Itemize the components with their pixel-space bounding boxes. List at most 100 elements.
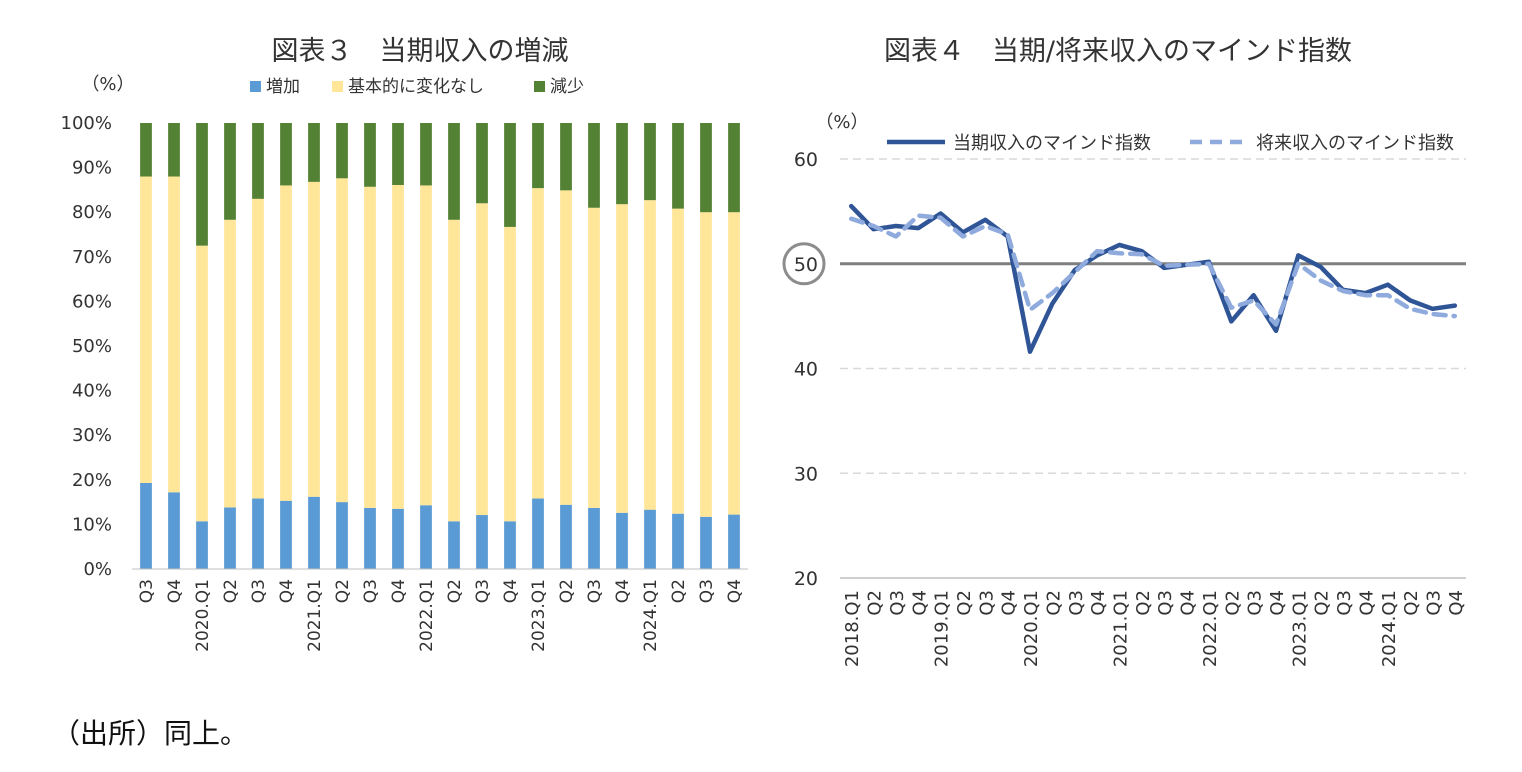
chart1-x-tick-label: Q2 — [557, 579, 577, 603]
chart2-x-tick-label: Q4 — [909, 590, 930, 616]
chart2-reference-circle — [782, 242, 826, 286]
chart1-bar-segment — [728, 514, 740, 569]
chart1-bar-segment — [364, 507, 376, 569]
chart2-x-tick-label: Q4 — [1267, 590, 1288, 616]
chart1-legend-swatch — [250, 81, 261, 92]
chart1-title: 図表３ 当期収入の増減 — [272, 36, 569, 67]
chart1-bar-segment — [336, 502, 348, 569]
chart2-x-tick-label: Q3 — [887, 590, 908, 616]
chart2-x-tick-label: 2019.Q1 — [932, 590, 953, 667]
chart2-x-tick-label: Q2 — [1401, 590, 1422, 616]
chart1-bar-segment — [308, 181, 320, 497]
chart2-title: 図表４ 当期/将来収入のマインド指数 — [884, 36, 1352, 67]
chart1-x-tick-label: Q4 — [501, 579, 521, 603]
chart1-bar-segment — [252, 198, 264, 499]
chart1-legend-label: 基本的に変化なし — [348, 77, 484, 97]
chart1-bar-segment — [616, 123, 628, 205]
chart2-x-tick-label: 2024.Q1 — [1379, 590, 1400, 667]
chart1-bar-segment — [168, 492, 180, 569]
chart2-x-tick-label: Q4 — [999, 590, 1020, 616]
chart1-bar-segment — [392, 123, 404, 185]
chart1-bar-segment — [420, 505, 432, 569]
chart1-x-tick-label: 2023.Q1 — [529, 579, 549, 652]
source-note: （出所）同上。 — [52, 717, 249, 750]
chart1-bar-segment — [280, 500, 292, 569]
chart1-bar-segment — [504, 123, 516, 227]
chart2-x-tick-label: Q3 — [1423, 590, 1444, 616]
chart1-y-tick-label: 70% — [72, 247, 112, 268]
chart1-bar-segment — [196, 245, 208, 522]
chart2-x-tick-label: Q2 — [1133, 590, 1154, 616]
chart1-x-tick-label: Q3 — [697, 579, 717, 603]
chart1-y-tick-label: 50% — [72, 336, 112, 357]
chart1-x-tick-label: Q2 — [445, 579, 465, 603]
chart2-x-tick-label: Q3 — [1334, 590, 1355, 616]
chart1-y-tick-label: 10% — [72, 514, 112, 535]
chart1-bar-segment — [224, 123, 236, 220]
chart1-y-tick-label: 100% — [61, 113, 112, 134]
chart1-x-tick-label: Q4 — [277, 579, 297, 603]
chart2-x-tick-label: Q2 — [1312, 590, 1333, 616]
chart1-bar-segment — [364, 186, 376, 508]
chart1-bar-segment — [140, 482, 152, 569]
chart1-bar-segment — [140, 176, 152, 483]
chart2-x-tick-label: Q3 — [976, 590, 997, 616]
chart1-bar-segment — [588, 507, 600, 569]
chart1-bar-segment — [728, 212, 740, 515]
chart2-y-tick-label: 60 — [794, 149, 818, 171]
chart1-bar-segment — [560, 123, 572, 191]
chart1-x-tick-label: 2020.Q1 — [193, 579, 213, 652]
chart1-bar-segment — [448, 219, 460, 522]
chart1-bar-segment — [672, 123, 684, 209]
chart1-y-tick-label: 0% — [83, 559, 112, 580]
chart1-x-tick-label: Q3 — [585, 579, 605, 603]
chart1-legend-swatch — [534, 81, 545, 92]
chart2-x-tick-label: Q4 — [1356, 590, 1377, 616]
chart1-y-tick-label: 30% — [72, 425, 112, 446]
chart1-bar-segment — [420, 123, 432, 186]
chart1-x-tick-label: Q2 — [333, 579, 353, 603]
chart2-x-tick-label: 2023.Q1 — [1289, 590, 1310, 667]
chart2-x-tick-label: 2020.Q1 — [1021, 590, 1042, 667]
chart1-y-tick-label: 20% — [72, 470, 112, 491]
chart1-bar-segment — [224, 507, 236, 569]
chart2-x-tick-label: Q4 — [1088, 590, 1109, 616]
chart1-bar-segment — [532, 498, 544, 569]
chart1-y-tick-label: 40% — [72, 381, 112, 402]
chart1-bar-segment — [140, 123, 152, 177]
chart1-bar-segment — [336, 123, 348, 179]
chart1-bar-segment — [672, 513, 684, 569]
chart2-y-tick-label: 20 — [794, 568, 818, 590]
chart1-bar-segment — [560, 504, 572, 569]
chart1-bar-segment — [196, 123, 208, 246]
chart1-x-tick-label: Q3 — [361, 579, 381, 603]
chart1-legend-swatch — [332, 81, 343, 92]
chart1-bar-segment — [560, 190, 572, 505]
chart2-x-tick-label: Q2 — [865, 590, 886, 616]
chart1-bar-segment — [616, 512, 628, 569]
chart1-bar-segment — [392, 508, 404, 569]
chart1-x-tick-label: 2024.Q1 — [641, 579, 661, 652]
chart1-bar-segment — [196, 521, 208, 569]
chart1-bar-segment — [616, 204, 628, 513]
chart1-bar-segment — [588, 207, 600, 508]
chart1-unit-label: （%） — [81, 74, 134, 95]
chart1-bar-segment — [476, 203, 488, 516]
chart2-series-line-current — [848, 203, 1458, 354]
chart1-bar-segment — [448, 123, 460, 220]
chart2-series-line-future — [848, 213, 1458, 327]
chart1-bar-segment — [168, 123, 180, 177]
chart1-x-tick-label: Q2 — [669, 579, 689, 603]
chart1-x-tick-label: Q4 — [613, 579, 633, 603]
chart1-bar-segment — [700, 516, 712, 569]
chart1-bar-segment — [448, 521, 460, 569]
chart2-x-tick-label: Q4 — [1178, 590, 1199, 616]
chart1-bar-segment — [504, 226, 516, 522]
chart1-bar-segment — [476, 515, 488, 569]
chart1-bar-segment — [588, 123, 600, 208]
chart1-x-tick-label: Q3 — [249, 579, 269, 603]
chart1-x-tick-label: 2021.Q1 — [305, 579, 325, 652]
chart2-x-tick-label: 2021.Q1 — [1110, 590, 1131, 667]
chart1-legend-label: 減少 — [550, 77, 584, 97]
